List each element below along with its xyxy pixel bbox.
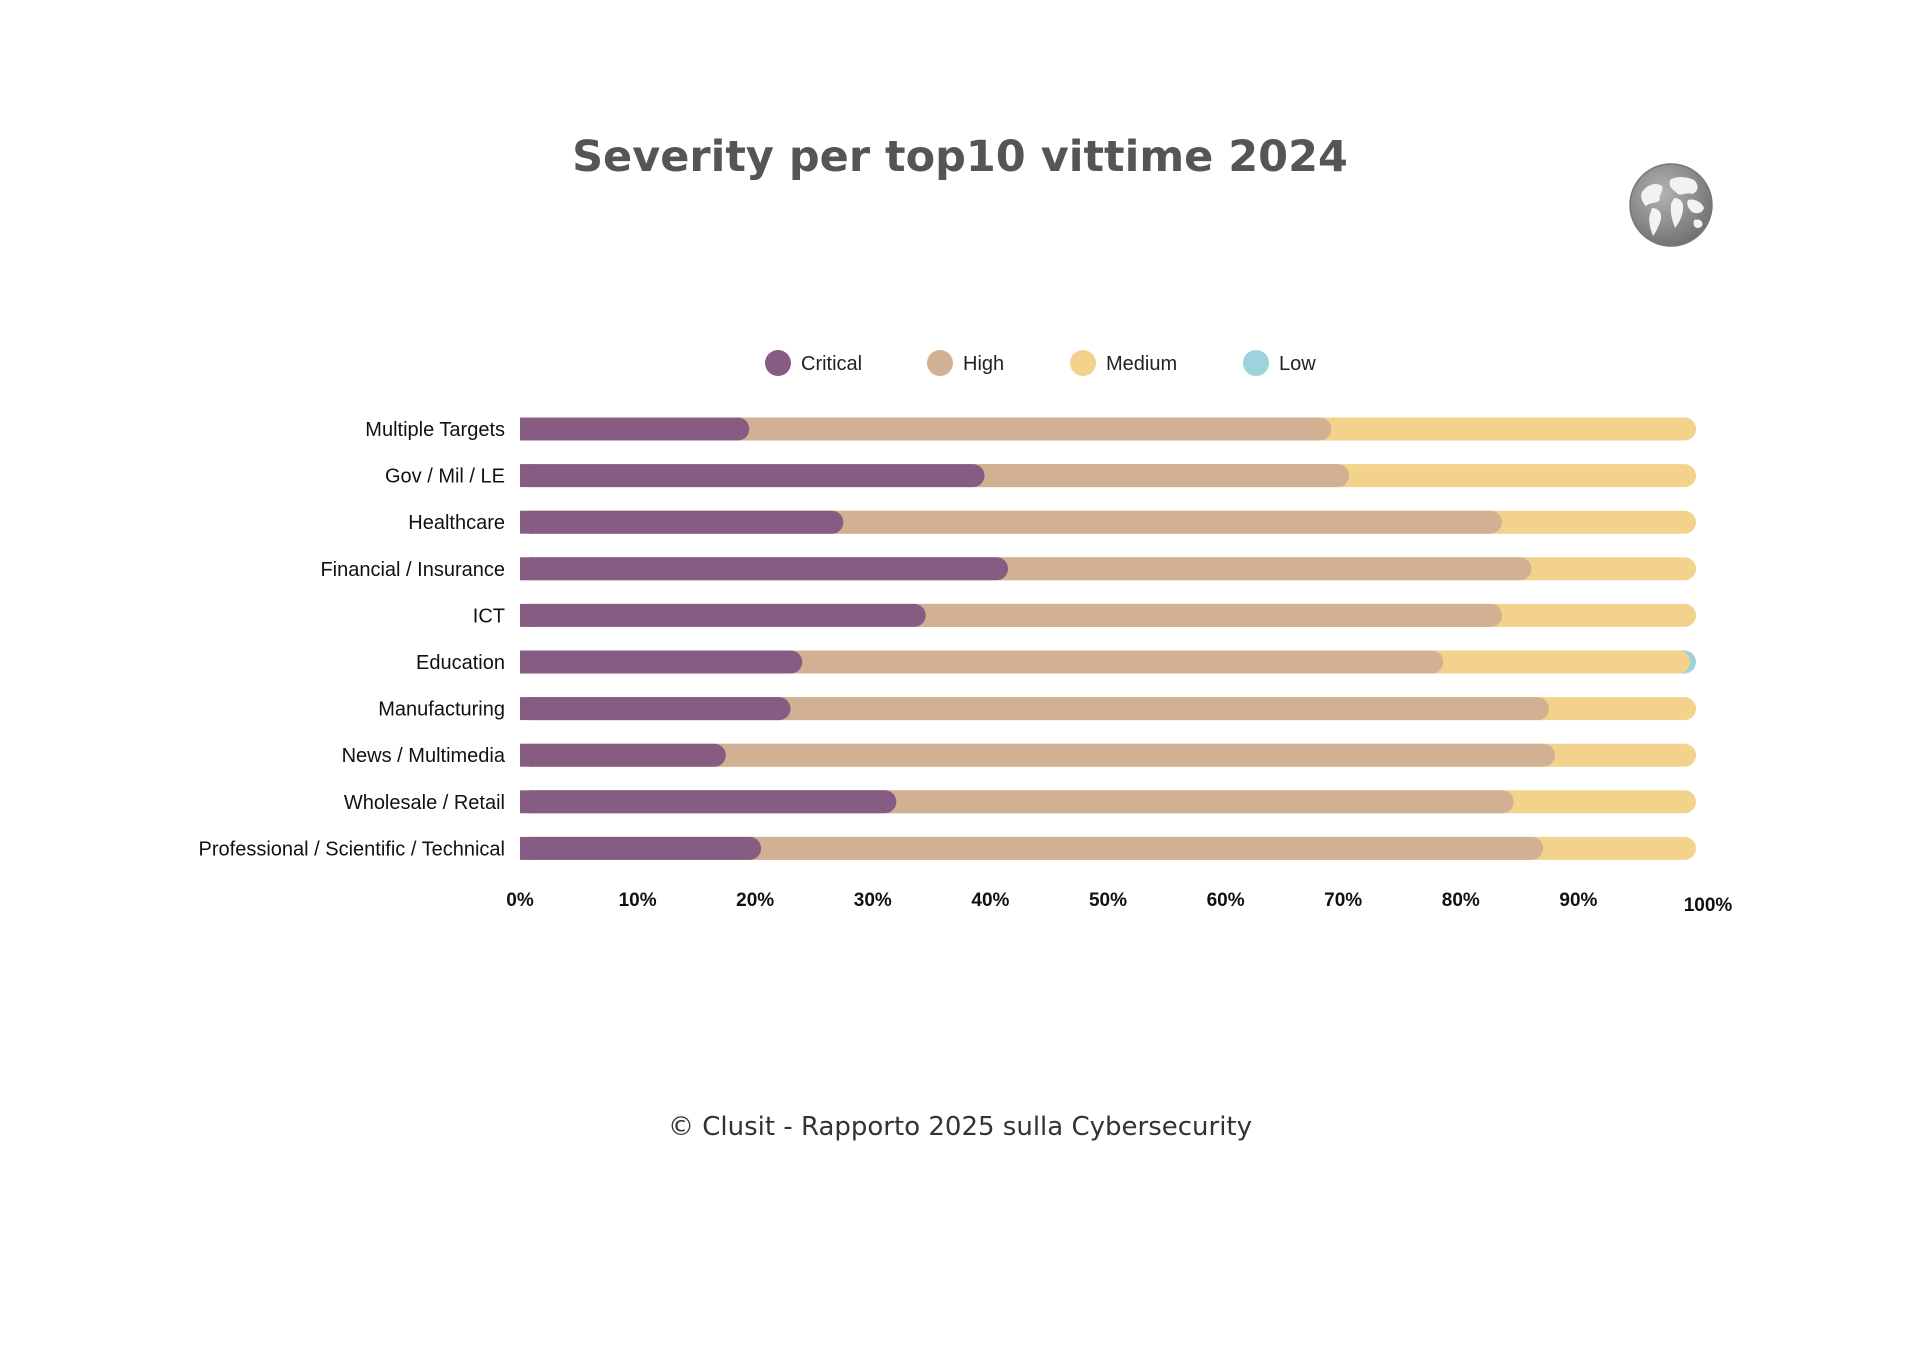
category-label-financial-insurance: Financial / Insurance xyxy=(320,559,505,581)
legend-label-low: Low xyxy=(1279,353,1316,375)
bar-start-ict xyxy=(520,603,533,627)
bar-start-gov-mil-le xyxy=(520,464,533,488)
category-label-multiple-targets: Multiple Targets xyxy=(365,419,505,441)
bar-critical-multiple-targets xyxy=(520,417,750,441)
category-label-healthcare: Healthcare xyxy=(408,512,505,534)
bar-critical-news-multimedia xyxy=(520,743,726,767)
bar-critical-healthcare xyxy=(520,510,844,534)
bar-start-financial-insurance xyxy=(520,557,533,581)
legend-label-high: High xyxy=(963,353,1004,375)
bar-critical-ict xyxy=(520,603,926,627)
category-label-professional-scientific-technical: Professional / Scientific / Technical xyxy=(199,838,505,860)
category-label-education: Education xyxy=(416,652,505,674)
x-tick-label: 50% xyxy=(1089,890,1127,911)
bar-critical-manufacturing xyxy=(520,697,791,721)
bars xyxy=(520,417,1696,860)
bar-start-news-multimedia xyxy=(520,743,533,767)
x-tick-label: 30% xyxy=(854,890,892,911)
bar-start-healthcare xyxy=(520,510,533,534)
legend-swatch-high xyxy=(927,350,953,376)
bar-critical-professional-scientific-technical xyxy=(520,836,762,860)
footer-copyright: © Clusit - Rapporto 2025 sulla Cybersecu… xyxy=(667,1112,1253,1142)
x-tick-label: 90% xyxy=(1559,890,1597,911)
bar-critical-education xyxy=(520,650,803,674)
bar-high-professional-scientific-technical xyxy=(520,836,1544,860)
category-label-ict: ICT xyxy=(473,605,505,627)
x-tick-label: 40% xyxy=(971,890,1009,911)
bar-critical-gov-mil-le xyxy=(520,464,985,488)
globe-icon xyxy=(1628,162,1714,248)
legend-swatch-medium xyxy=(1070,350,1096,376)
category-label-manufacturing: Manufacturing xyxy=(378,699,505,721)
bar-start-manufacturing xyxy=(520,697,533,721)
category-label-gov-mil-le: Gov / Mil / LE xyxy=(385,466,505,488)
x-tick-label: 10% xyxy=(619,890,657,911)
bar-high-news-multimedia xyxy=(520,743,1555,767)
legend-swatch-low xyxy=(1243,350,1269,376)
category-label-wholesale-retail: Wholesale / Retail xyxy=(344,792,505,814)
x-tick-label: 100% xyxy=(1684,895,1733,916)
x-tick-label: 20% xyxy=(736,890,774,911)
bar-start-professional-scientific-technical xyxy=(520,836,533,860)
x-tick-label: 0% xyxy=(506,890,534,911)
legend-label-medium: Medium xyxy=(1106,353,1177,375)
bar-start-education xyxy=(520,650,533,674)
bar-critical-financial-insurance xyxy=(520,557,1009,581)
legend: Critical High Medium Low xyxy=(765,350,1316,376)
chart-title: Severity per top10 vittime 2024 xyxy=(572,132,1348,182)
legend-swatch-critical xyxy=(765,350,791,376)
x-tick-label: 60% xyxy=(1207,890,1245,911)
bar-start-multiple-targets xyxy=(520,417,533,441)
category-labels: Multiple Targets Gov / Mil / LE Healthcare… xyxy=(199,419,506,860)
bar-start-wholesale-retail xyxy=(520,790,533,814)
x-tick-label: 70% xyxy=(1324,890,1362,911)
legend-label-critical: Critical xyxy=(801,353,862,375)
x-tick-label: 80% xyxy=(1442,890,1480,911)
category-label-news-multimedia: News / Multimedia xyxy=(342,745,506,767)
bar-critical-wholesale-retail xyxy=(520,790,897,814)
x-axis-ticks: 0% 10% 20% 30% 40% 50% 60% 70% 80% 90% 100% xyxy=(506,890,1732,916)
